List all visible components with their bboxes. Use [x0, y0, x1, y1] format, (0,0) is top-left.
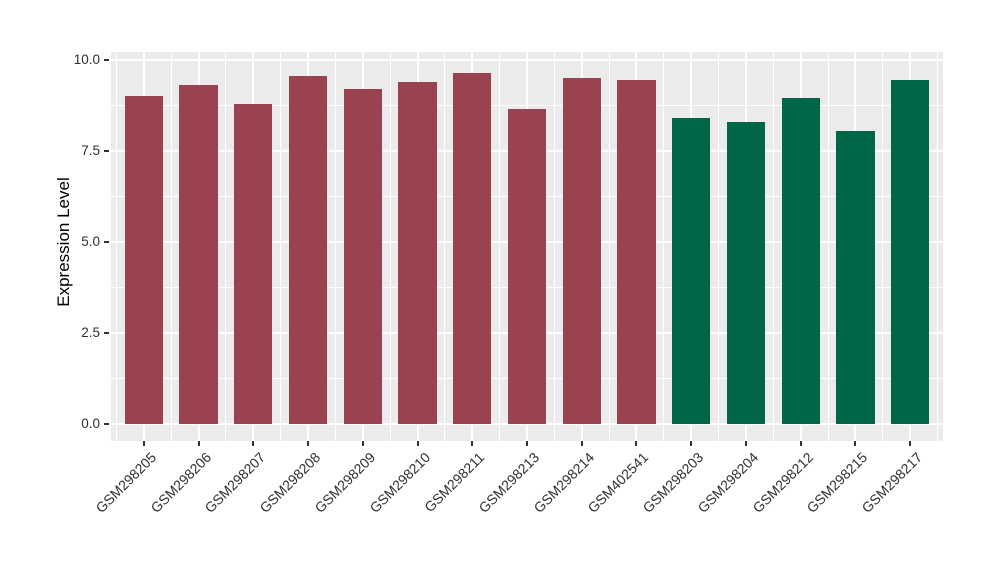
- x-tick-mark: [909, 441, 912, 446]
- bar-GSM298204: [726, 121, 766, 424]
- bar-GSM298208: [288, 76, 328, 424]
- x-tick-mark: [361, 441, 364, 446]
- bar-GSM298212: [781, 98, 820, 424]
- y-tick-label: 7.5: [81, 143, 100, 158]
- v-gridline-minor: [827, 52, 829, 441]
- y-tick-mark: [104, 332, 109, 334]
- v-gridline-minor: [280, 52, 282, 441]
- bar-GSM298214: [562, 78, 601, 424]
- v-gridline-minor: [553, 52, 555, 441]
- y-tick-mark: [104, 241, 109, 243]
- y-tick-label: 5.0: [81, 234, 100, 249]
- bar-GSM402541: [617, 80, 656, 424]
- y-tick-mark: [104, 423, 109, 425]
- v-gridline-minor: [225, 52, 227, 441]
- x-tick-mark: [690, 441, 693, 446]
- v-gridline-minor: [937, 52, 939, 441]
- bar-GSM298215: [836, 130, 875, 424]
- v-gridline-minor: [772, 52, 774, 441]
- bar-GSM298213: [507, 109, 547, 424]
- v-gridline-minor: [663, 52, 665, 441]
- bar-GSM298209: [343, 89, 382, 424]
- x-tick-mark: [252, 441, 255, 446]
- v-gridline-minor: [389, 52, 391, 441]
- bar-GSM298210: [398, 81, 437, 424]
- x-tick-mark: [197, 441, 200, 446]
- v-gridline-minor: [718, 52, 720, 441]
- x-tick-mark: [526, 441, 528, 446]
- y-tick-mark: [104, 59, 109, 61]
- x-tick-mark: [635, 441, 638, 446]
- v-gridline-minor: [499, 52, 501, 441]
- x-tick-mark: [471, 441, 474, 446]
- v-gridline-minor: [334, 52, 336, 441]
- bar-GSM298206: [179, 85, 218, 424]
- v-gridline-minor: [882, 52, 884, 441]
- x-tick-mark: [307, 441, 310, 446]
- x-tick-mark: [799, 441, 802, 446]
- x-tick-mark: [580, 441, 583, 446]
- v-gridline-minor: [170, 52, 172, 441]
- y-tick-label: 0.0: [81, 416, 100, 431]
- bar-GSM298203: [672, 118, 711, 424]
- bar-GSM298207: [234, 103, 273, 424]
- y-tick-label: 2.5: [81, 325, 100, 340]
- plot-panel: [111, 52, 943, 441]
- y-tick-label: 10.0: [73, 52, 100, 67]
- bar-GSM298217: [891, 80, 930, 424]
- v-gridline-minor: [608, 52, 610, 441]
- y-tick-mark: [104, 150, 109, 152]
- bar-GSM298211: [453, 72, 492, 424]
- x-tick-mark: [854, 441, 857, 446]
- x-tick-mark: [416, 441, 419, 446]
- x-tick-mark: [142, 441, 145, 446]
- x-tick-mark: [744, 441, 747, 446]
- v-gridline-minor: [115, 52, 117, 441]
- bar-GSM298205: [124, 96, 163, 424]
- v-gridline-minor: [444, 52, 446, 441]
